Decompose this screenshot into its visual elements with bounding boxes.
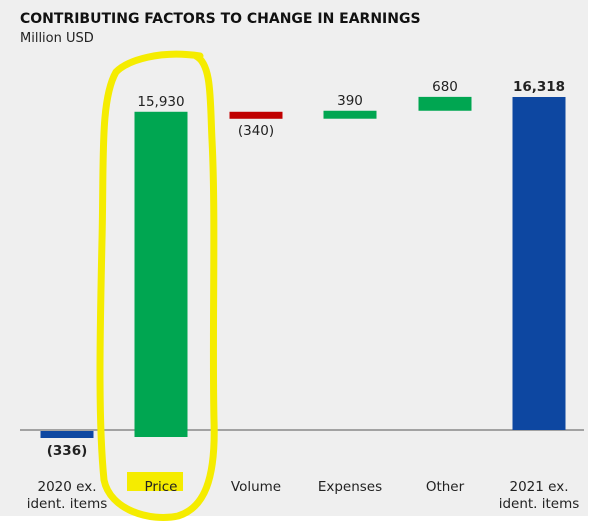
category-label-3-0: Expenses <box>318 479 382 495</box>
value-label-3: 390 <box>337 93 363 109</box>
highlight-outline <box>96 50 218 521</box>
value-label-0: (336) <box>47 443 88 459</box>
bar-3 <box>323 110 377 119</box>
category-label-1-0: Price <box>145 479 178 495</box>
chart-title: CONTRIBUTING FACTORS TO CHANGE IN EARNIN… <box>20 11 421 27</box>
chart-subtitle: Million USD <box>20 31 94 46</box>
value-label-2: (340) <box>238 123 274 139</box>
category-label-0-0: 2020 ex. <box>38 479 97 495</box>
category-label-4-0: Other <box>426 479 465 495</box>
category-label-2-0: Volume <box>231 479 281 495</box>
highlight-tag <box>127 472 183 491</box>
value-label-5: 16,318 <box>513 79 565 95</box>
bar-4 <box>418 96 472 111</box>
value-label-1: 15,930 <box>137 94 184 110</box>
bar-1 <box>134 111 188 438</box>
category-label-5-1: ident. items <box>499 496 580 512</box>
value-label-4: 680 <box>432 79 458 95</box>
bar-2 <box>229 111 283 119</box>
category-label-5-0: 2021 ex. <box>510 479 569 495</box>
bar-5 <box>512 97 566 430</box>
category-label-0-1: ident. items <box>27 496 108 512</box>
bar-0 <box>40 431 94 438</box>
